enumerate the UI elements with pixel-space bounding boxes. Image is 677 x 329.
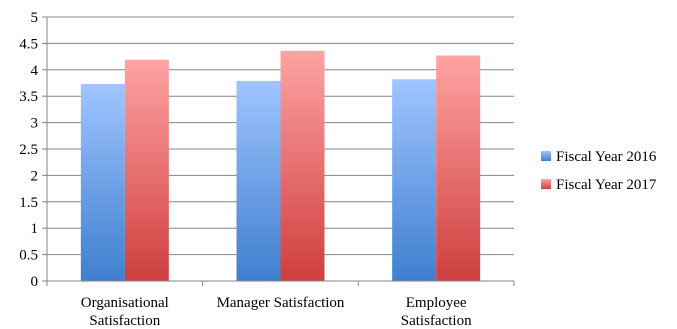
- legend-label: Fiscal Year 2016: [556, 149, 657, 165]
- bar-fiscal-year-2016-0: [80, 84, 125, 281]
- y-tick-label: 1.5: [19, 195, 38, 211]
- category-label: Organisational Satisfaction: [81, 295, 169, 329]
- y-tick-label: 4.5: [19, 36, 38, 52]
- axes: [46, 17, 515, 286]
- y-tick-label: 4: [31, 63, 39, 79]
- y-tick-label: 0: [31, 274, 39, 290]
- y-tick-label: 2: [31, 168, 39, 184]
- bar-fiscal-year-2016-1: [236, 80, 281, 281]
- y-tick-label: 1: [31, 221, 39, 237]
- legend-swatch: [541, 151, 551, 161]
- category-label: Employee Satisfaction: [401, 295, 472, 329]
- y-tick-label: 2.5: [19, 142, 38, 158]
- legend: Fiscal Year 2016 Fiscal Year 2017: [541, 149, 657, 193]
- bar-fiscal-year-2017-0: [124, 59, 169, 281]
- category-labels: Organisational Satisfaction Manager Satisf…: [81, 295, 472, 329]
- y-tick-label: 5: [31, 10, 39, 26]
- y-tick-label: 3: [31, 116, 39, 132]
- bar-fiscal-year-2016-2: [392, 79, 437, 281]
- y-axis-ticks: 0 0.5 1 1.5 2 2.5 3 3.5 4 4.5 5: [19, 10, 47, 290]
- legend-swatch: [541, 179, 551, 189]
- bar-fiscal-year-2017-1: [280, 50, 325, 282]
- bar-fiscal-year-2017-2: [436, 55, 481, 281]
- bars: [80, 50, 481, 282]
- category-label: Manager Satisfaction: [217, 295, 345, 311]
- y-tick-label: 3.5: [19, 89, 38, 105]
- legend-label: Fiscal Year 2017: [556, 177, 657, 193]
- y-tick-label: 0.5: [19, 248, 38, 264]
